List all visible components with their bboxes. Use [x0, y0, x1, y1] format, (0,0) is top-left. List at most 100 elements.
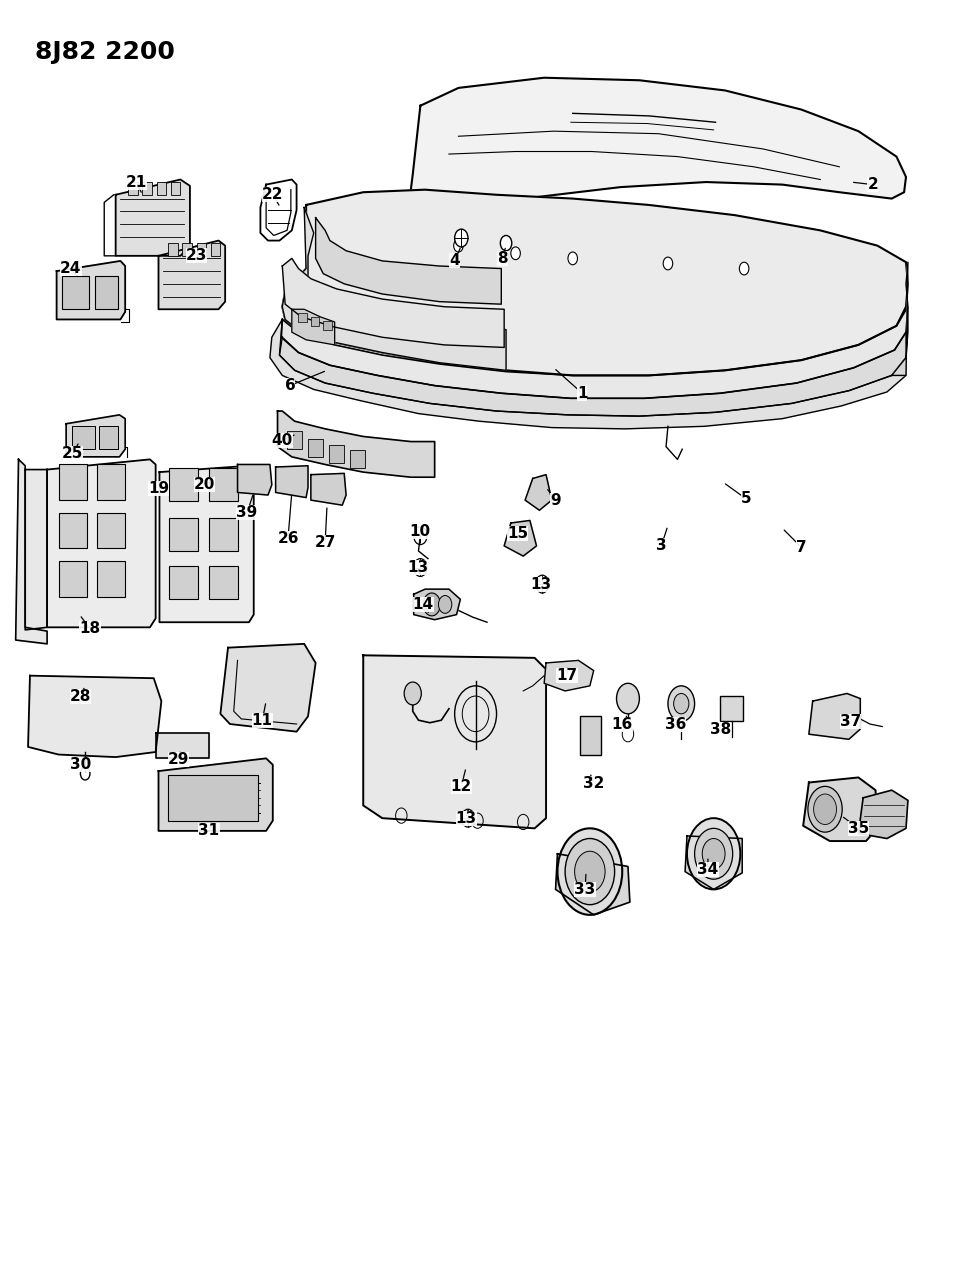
Bar	[211, 244, 221, 256]
Text: 8J82 2200: 8J82 2200	[34, 40, 175, 64]
Circle shape	[414, 558, 427, 576]
Polygon shape	[276, 465, 308, 497]
Text: 22: 22	[262, 187, 284, 203]
Polygon shape	[156, 733, 209, 759]
Polygon shape	[803, 778, 878, 842]
Polygon shape	[283, 190, 908, 375]
Circle shape	[454, 240, 463, 252]
Polygon shape	[221, 644, 315, 732]
Polygon shape	[282, 307, 908, 398]
Circle shape	[673, 694, 689, 714]
Bar	[581, 717, 602, 755]
Polygon shape	[280, 333, 906, 416]
Text: 29: 29	[168, 752, 189, 768]
Text: 10: 10	[410, 524, 431, 539]
Text: 24: 24	[60, 261, 81, 277]
Text: 12: 12	[451, 779, 472, 794]
Circle shape	[739, 263, 749, 275]
Bar	[58, 513, 87, 548]
Text: 18: 18	[79, 621, 100, 636]
Text: 26: 26	[277, 530, 299, 546]
Bar	[311, 317, 319, 326]
Text: 33: 33	[575, 882, 596, 896]
Circle shape	[687, 819, 740, 890]
Polygon shape	[556, 854, 630, 915]
Polygon shape	[47, 459, 156, 627]
Bar	[299, 314, 308, 323]
Bar	[96, 464, 125, 500]
Bar	[197, 244, 206, 256]
Bar	[720, 696, 743, 722]
Text: 28: 28	[70, 688, 91, 704]
Polygon shape	[25, 469, 47, 630]
Bar	[142, 182, 152, 195]
Polygon shape	[66, 414, 125, 456]
Polygon shape	[278, 411, 435, 477]
Text: 35: 35	[848, 821, 869, 836]
Circle shape	[668, 686, 694, 722]
Circle shape	[404, 682, 421, 705]
Polygon shape	[414, 589, 460, 620]
Circle shape	[568, 252, 578, 265]
Polygon shape	[504, 520, 537, 556]
Text: 27: 27	[314, 534, 336, 550]
Bar	[171, 182, 180, 195]
Text: 6: 6	[285, 379, 295, 393]
Text: 8: 8	[497, 251, 507, 266]
Circle shape	[814, 794, 837, 825]
Polygon shape	[238, 464, 272, 495]
Bar	[169, 566, 198, 599]
Polygon shape	[411, 78, 906, 208]
Text: 37: 37	[840, 714, 861, 729]
Text: 38: 38	[710, 722, 731, 737]
Text: 4: 4	[450, 254, 460, 269]
Polygon shape	[311, 473, 346, 505]
Circle shape	[511, 247, 520, 260]
Circle shape	[558, 829, 623, 915]
Circle shape	[808, 787, 842, 833]
Circle shape	[438, 595, 452, 613]
Text: 30: 30	[70, 757, 91, 773]
Text: 13: 13	[456, 811, 477, 826]
Text: 25: 25	[62, 445, 83, 460]
Polygon shape	[15, 459, 47, 644]
Polygon shape	[544, 660, 594, 691]
Circle shape	[702, 839, 725, 870]
Text: 20: 20	[194, 477, 215, 492]
Bar	[209, 518, 238, 551]
Text: 13: 13	[407, 560, 428, 575]
Bar	[72, 426, 95, 449]
Bar	[58, 464, 87, 500]
Polygon shape	[315, 218, 501, 305]
Circle shape	[536, 575, 549, 593]
Bar	[329, 445, 344, 463]
Circle shape	[623, 727, 634, 742]
Bar	[209, 468, 238, 501]
Text: 21: 21	[126, 175, 147, 190]
Text: 7: 7	[796, 539, 807, 555]
Circle shape	[461, 810, 475, 827]
Circle shape	[565, 839, 615, 905]
Circle shape	[455, 230, 468, 247]
Polygon shape	[292, 310, 334, 346]
Bar	[169, 468, 198, 501]
Circle shape	[575, 852, 605, 892]
Text: 2: 2	[867, 177, 878, 193]
Circle shape	[500, 236, 512, 251]
Bar	[128, 182, 138, 195]
Text: 32: 32	[583, 776, 605, 792]
Bar	[98, 426, 117, 449]
Text: 1: 1	[577, 386, 587, 400]
Polygon shape	[283, 259, 504, 347]
Circle shape	[694, 829, 732, 880]
Polygon shape	[159, 241, 225, 310]
Polygon shape	[270, 320, 906, 428]
Text: 15: 15	[507, 525, 528, 541]
Polygon shape	[525, 474, 552, 510]
Circle shape	[617, 683, 640, 714]
Text: 39: 39	[237, 505, 258, 520]
Polygon shape	[685, 836, 742, 890]
Text: 19: 19	[148, 481, 169, 496]
Bar	[157, 182, 166, 195]
Bar	[62, 277, 89, 310]
